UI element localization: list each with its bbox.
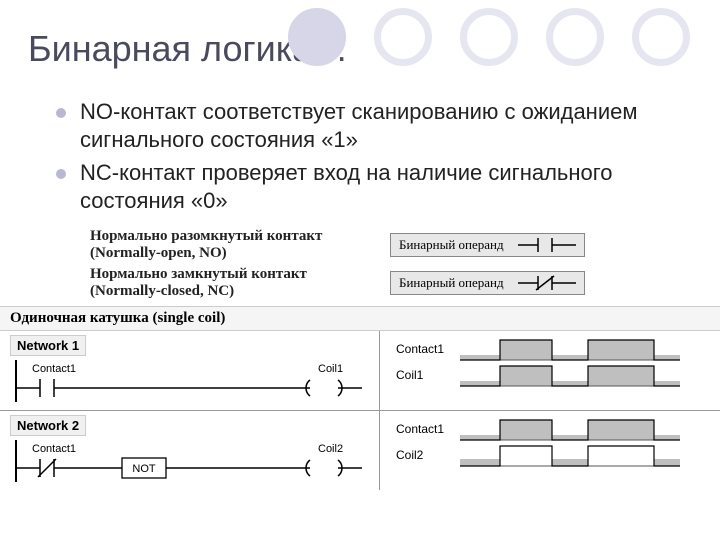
symbol-label: Нормально замкнутый контакт (Normally-cl… — [90, 266, 390, 300]
box-label: NOT — [132, 463, 156, 475]
timing-label: Contact1 — [396, 422, 460, 436]
bullet-item: NC-контакт проверяет вход на наличие сиг… — [56, 159, 720, 214]
symbol-definitions: Нормально разомкнутый контакт (Normally-… — [0, 220, 720, 300]
contact-label: Contact1 — [32, 363, 76, 375]
network-1: Network 1 Contact1 Coil1 Contact1 Coil1 — [0, 331, 720, 411]
timing-label: Contact1 — [396, 342, 460, 356]
bullet-text: NO-контакт соответствует сканированию с … — [80, 98, 640, 153]
coil-label: Coil1 — [318, 363, 343, 375]
symbol-row-nc: Нормально замкнутый контакт (Normally-cl… — [90, 266, 720, 300]
contact-label: Contact1 — [32, 443, 76, 455]
bullet-item: NO-контакт соответствует сканированию с … — [56, 98, 720, 153]
ladder-rung: Contact1 NOT Coil2 — [10, 440, 370, 482]
symbol-box: Бинарный операнд — [390, 233, 585, 257]
symbol-box-label: Бинарный операнд — [399, 275, 504, 291]
bullet-text: NC-контакт проверяет вход на наличие сиг… — [80, 159, 640, 214]
timing-panel: Contact1 Coil1 — [380, 331, 720, 410]
timing-wave — [460, 363, 680, 387]
timing-row: Contact1 — [396, 417, 704, 441]
timing-wave — [460, 417, 680, 441]
symbol-row-no: Нормально разомкнутый контакт (Normally-… — [90, 228, 720, 262]
network-title: Network 2 — [10, 415, 86, 436]
deco-circles — [288, 8, 690, 66]
timing-row: Coil2 — [396, 443, 704, 467]
nc-contact-icon — [518, 274, 576, 292]
bullet-list: NO-контакт соответствует сканированию с … — [0, 70, 720, 214]
deco-circle — [288, 8, 346, 66]
deco-circle — [460, 8, 518, 66]
timing-label: Coil2 — [396, 448, 460, 462]
ladder-panel: Network 1 Contact1 Coil1 — [0, 331, 380, 410]
timing-row: Coil1 — [396, 363, 704, 387]
coil-label: Coil2 — [318, 443, 343, 455]
bullet-dot-icon — [56, 108, 66, 118]
symbol-label: Нормально разомкнутый контакт (Normally-… — [90, 228, 390, 262]
network-2: Network 2 Contact1 NOT Coil2 Contact1 — [0, 411, 720, 490]
deco-circle — [374, 8, 432, 66]
ladder-rung: Contact1 Coil1 — [10, 360, 370, 402]
no-contact-icon — [518, 236, 576, 254]
bullet-dot-icon — [56, 169, 66, 179]
timing-wave — [460, 443, 680, 467]
timing-panel: Contact1 Coil2 — [380, 411, 720, 490]
ladder-panel: Network 2 Contact1 NOT Coil2 — [0, 411, 380, 490]
deco-circle — [632, 8, 690, 66]
section-header: Одиночная катушка (single coil) — [0, 306, 720, 331]
timing-row: Contact1 — [396, 337, 704, 361]
timing-wave — [460, 337, 680, 361]
symbol-box: Бинарный операнд — [390, 271, 585, 295]
deco-circle — [546, 8, 604, 66]
symbol-box-label: Бинарный операнд — [399, 237, 504, 253]
network-title: Network 1 — [10, 335, 86, 356]
timing-label: Coil1 — [396, 368, 460, 382]
